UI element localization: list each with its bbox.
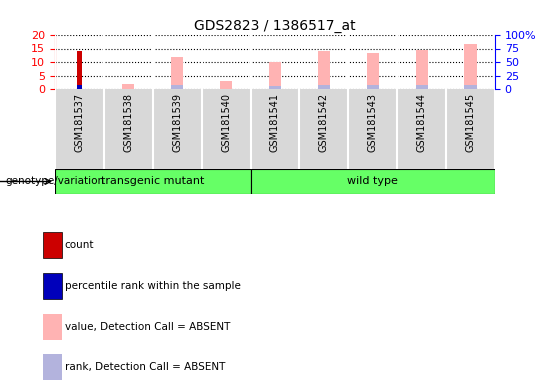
- Bar: [269, 86, 281, 89]
- Bar: [43, 354, 62, 380]
- Text: count: count: [65, 240, 94, 250]
- Bar: [122, 84, 134, 89]
- Bar: [43, 232, 62, 258]
- Text: genotype/variation: genotype/variation: [5, 177, 105, 187]
- Text: GSM181544: GSM181544: [417, 93, 427, 152]
- Text: wild type: wild type: [347, 177, 398, 187]
- Bar: [269, 62, 281, 89]
- Bar: [171, 56, 184, 89]
- Bar: [367, 85, 379, 89]
- Bar: [318, 51, 330, 89]
- Text: GSM181545: GSM181545: [465, 93, 476, 152]
- Bar: [220, 81, 232, 89]
- Text: GSM181538: GSM181538: [123, 93, 133, 152]
- Text: GSM181541: GSM181541: [270, 93, 280, 152]
- Bar: [416, 50, 428, 89]
- Text: value, Detection Call = ABSENT: value, Detection Call = ABSENT: [65, 322, 230, 332]
- Bar: [43, 314, 62, 339]
- Bar: [171, 86, 184, 89]
- Bar: [251, 169, 495, 194]
- Bar: [464, 45, 477, 89]
- Text: rank, Detection Call = ABSENT: rank, Detection Call = ABSENT: [65, 362, 225, 372]
- Bar: [43, 273, 62, 299]
- Text: GSM181543: GSM181543: [368, 93, 378, 152]
- Bar: [367, 53, 379, 89]
- Text: GSM181542: GSM181542: [319, 93, 329, 152]
- Bar: [318, 85, 330, 89]
- Title: GDS2823 / 1386517_at: GDS2823 / 1386517_at: [194, 18, 356, 33]
- Text: percentile rank within the sample: percentile rank within the sample: [65, 281, 241, 291]
- Bar: [416, 85, 428, 89]
- Text: GSM181537: GSM181537: [75, 93, 84, 152]
- Bar: [464, 85, 477, 89]
- Text: GSM181540: GSM181540: [221, 93, 231, 152]
- Bar: [77, 85, 83, 89]
- Text: transgenic mutant: transgenic mutant: [101, 177, 205, 187]
- Bar: [77, 51, 83, 89]
- Text: GSM181539: GSM181539: [172, 93, 182, 152]
- Bar: [55, 169, 251, 194]
